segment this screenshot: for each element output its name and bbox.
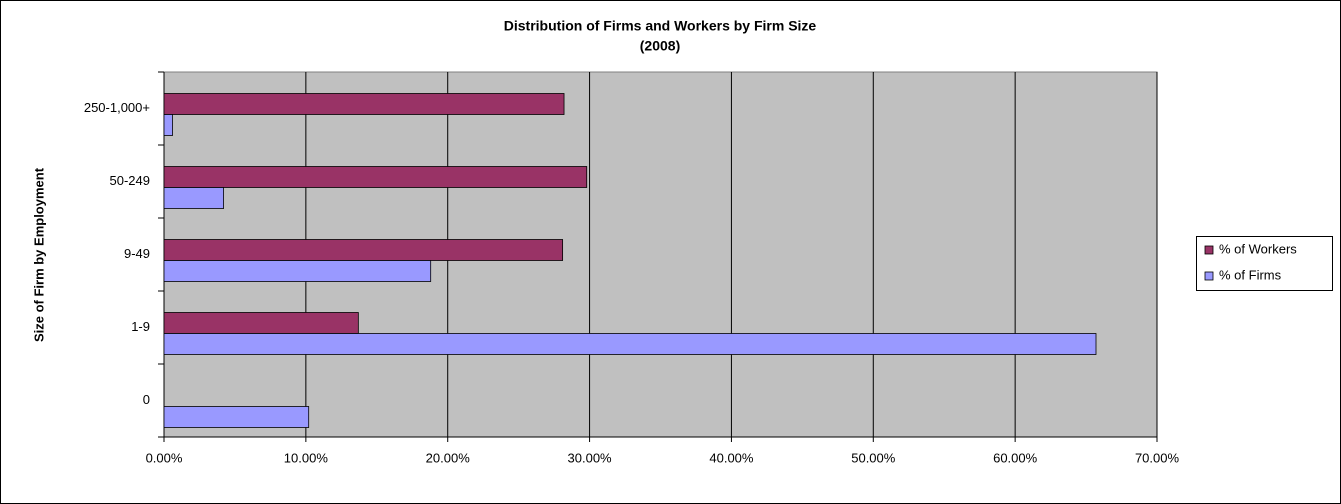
x-tick-label: 10.00% xyxy=(284,450,329,465)
bar xyxy=(163,260,432,282)
legend-swatch xyxy=(1204,271,1214,281)
x-tick-label: 60.00% xyxy=(993,450,1038,465)
bar xyxy=(163,114,173,136)
bar xyxy=(163,239,564,261)
x-tick-label: 40.00% xyxy=(709,450,754,465)
y-tick-label: 0 xyxy=(143,392,150,407)
bar xyxy=(163,312,359,334)
bar xyxy=(163,93,565,115)
legend-swatch xyxy=(1204,245,1214,255)
y-tick-label: 1-9 xyxy=(131,319,150,334)
x-tick-label: 50.00% xyxy=(851,450,896,465)
x-tick-label: 0.00% xyxy=(146,450,183,465)
bar xyxy=(163,187,224,209)
legend-box xyxy=(1196,236,1333,291)
legend-label: % of Firms xyxy=(1219,267,1282,282)
bar xyxy=(163,406,310,428)
chart-subtitle: (2008) xyxy=(640,38,680,54)
bar xyxy=(163,333,1097,355)
y-tick-label: 250-1,000+ xyxy=(84,100,150,115)
x-tick-label: 70.00% xyxy=(1135,450,1180,465)
chart-title: Distribution of Firms and Workers by Fir… xyxy=(504,18,817,34)
x-tick-label: 30.00% xyxy=(568,450,613,465)
y-tick-label: 50-249 xyxy=(110,173,150,188)
bar xyxy=(163,166,588,188)
y-axis-label: Size of Firm by Employment xyxy=(31,167,46,342)
legend-label: % of Workers xyxy=(1219,241,1297,256)
y-tick-label: 9-49 xyxy=(124,246,150,261)
x-tick-label: 20.00% xyxy=(426,450,471,465)
